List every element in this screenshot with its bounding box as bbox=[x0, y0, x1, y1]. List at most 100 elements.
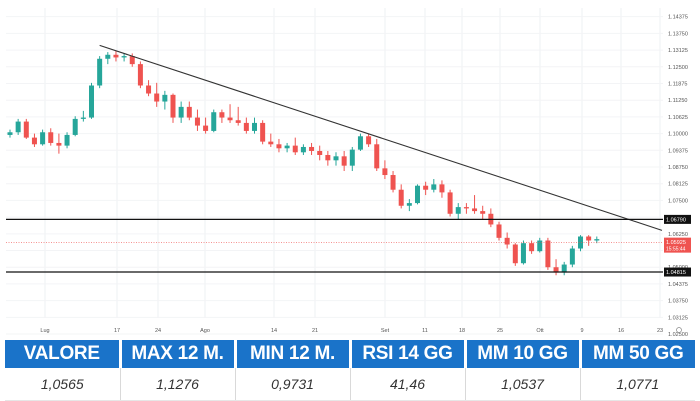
candle-body bbox=[333, 156, 339, 161]
candle-body bbox=[15, 121, 21, 133]
y-tick-label: 1.04375 bbox=[668, 282, 688, 288]
y-tick-label: 1.07500 bbox=[668, 198, 688, 204]
axis-settings-icon bbox=[676, 327, 682, 333]
stats-header-mm-50gg: MM 50 GG bbox=[580, 340, 695, 368]
candle-body bbox=[586, 236, 592, 241]
level-label-box bbox=[664, 214, 691, 224]
x-tick-label: Lug bbox=[40, 328, 49, 334]
stats-header-max-12m: MAX 12 M. bbox=[120, 340, 237, 368]
stats-header-mm-10gg: MM 10 GG bbox=[465, 340, 582, 368]
x-tick-label: Ago bbox=[200, 328, 210, 334]
candle-body bbox=[48, 132, 54, 143]
candle-body bbox=[578, 236, 583, 249]
candle-body bbox=[317, 150, 323, 155]
candle-body bbox=[357, 136, 363, 150]
y-tick-label: 1.10000 bbox=[668, 132, 688, 138]
candle-body bbox=[284, 145, 290, 149]
stats-value-valore: 1,0565 bbox=[5, 368, 121, 401]
candle-body bbox=[406, 203, 412, 206]
candle-body bbox=[89, 85, 94, 118]
candle-body bbox=[431, 184, 437, 190]
candle-body bbox=[341, 156, 347, 166]
candle-body bbox=[56, 142, 62, 146]
candle-body bbox=[439, 184, 445, 193]
candle-body bbox=[227, 117, 233, 121]
candle-body bbox=[309, 146, 315, 151]
x-tick-label: 21 bbox=[312, 328, 318, 334]
candle-body bbox=[129, 56, 135, 65]
current-price-label: 1.05925 bbox=[666, 240, 686, 246]
candle-body bbox=[178, 106, 184, 118]
current-price-box bbox=[664, 237, 691, 253]
x-tick-label: 9 bbox=[580, 328, 583, 334]
stats-value-mm-10gg: 1,0537 bbox=[465, 368, 581, 401]
candle-body bbox=[203, 125, 209, 131]
x-tick-label: Ott bbox=[536, 328, 544, 334]
candle-body bbox=[194, 117, 200, 126]
candle-body bbox=[325, 154, 331, 161]
x-tick-label: 23 bbox=[657, 328, 663, 334]
x-tick-label: 25 bbox=[497, 328, 503, 334]
stats-header-valore: VALORE bbox=[5, 340, 122, 368]
y-tick-label: 1.08750 bbox=[668, 165, 688, 171]
y-tick-label: 1.11875 bbox=[668, 81, 687, 87]
stats-value-rsi-14gg: 41,46 bbox=[350, 368, 466, 401]
y-tick-label: 1.13750 bbox=[668, 31, 688, 37]
candle-body bbox=[105, 54, 111, 59]
candle-body bbox=[276, 144, 282, 149]
price-chart: 1.14375 1.13750 1.13125 1.12500 1.11875 1.112… bbox=[6, 8, 691, 338]
stats-table: VALORE MAX 12 M. MIN 12 M. RSI 14 GG MM … bbox=[5, 340, 695, 401]
candle-body bbox=[569, 248, 575, 265]
candle-body bbox=[561, 264, 567, 273]
candle-body bbox=[463, 207, 469, 209]
candle-body bbox=[292, 145, 298, 153]
y-tick-label: 1.10625 bbox=[668, 115, 688, 121]
candle-body bbox=[121, 56, 127, 58]
candle-body bbox=[300, 146, 306, 153]
candle-body bbox=[366, 136, 372, 145]
candle-body bbox=[529, 243, 535, 252]
candle-body bbox=[162, 94, 168, 102]
candle-body bbox=[398, 189, 404, 206]
candle-body bbox=[113, 54, 119, 58]
x-tick-label: 24 bbox=[155, 328, 161, 334]
candle-body bbox=[80, 117, 86, 119]
stats-header-min-12m: MIN 12 M. bbox=[235, 340, 352, 368]
stats-header-row: VALORE MAX 12 M. MIN 12 M. RSI 14 GG MM … bbox=[5, 340, 695, 368]
candle-body bbox=[455, 207, 461, 214]
candle-body bbox=[97, 58, 103, 86]
y-tick-label: 1.02500 bbox=[668, 332, 688, 338]
x-tick-label: 17 bbox=[114, 328, 120, 334]
y-tick-label: 1.13125 bbox=[668, 48, 688, 54]
candle-body bbox=[374, 144, 380, 169]
candle-body bbox=[211, 112, 217, 131]
candle-body bbox=[260, 122, 266, 142]
x-tick-label: 16 bbox=[618, 328, 624, 334]
candle-body bbox=[594, 239, 600, 241]
candle-body bbox=[423, 185, 429, 190]
y-tick-label: 1.03750 bbox=[668, 299, 688, 305]
candle-body bbox=[390, 175, 396, 190]
candle-body bbox=[170, 94, 176, 118]
candle-body bbox=[382, 168, 388, 176]
candle-body bbox=[480, 211, 486, 214]
stats-header-rsi-14gg: RSI 14 GG bbox=[350, 340, 467, 368]
stats-panel: VALORE MAX 12 M. MIN 12 M. RSI 14 GG MM … bbox=[0, 340, 700, 401]
candle-body bbox=[512, 244, 518, 264]
candle-body bbox=[252, 122, 257, 131]
x-tick-label: 14 bbox=[271, 328, 277, 334]
y-tick-label: 1.06250 bbox=[668, 232, 688, 238]
trendline bbox=[99, 44, 663, 231]
candle-body bbox=[235, 120, 241, 123]
candle-body bbox=[72, 118, 78, 135]
y-tick-label: 1.03125 bbox=[668, 315, 688, 321]
candle-body bbox=[243, 122, 249, 131]
stats-value-max-12m: 1,1276 bbox=[120, 368, 236, 401]
level-label: 1.06790 bbox=[666, 217, 686, 223]
x-tick-label: Set bbox=[381, 328, 390, 334]
candle-body bbox=[137, 64, 143, 86]
y-tick-label: 1.11250 bbox=[668, 98, 687, 104]
candle-body bbox=[154, 93, 160, 102]
candle-body bbox=[40, 132, 46, 145]
candle-body bbox=[415, 185, 420, 204]
